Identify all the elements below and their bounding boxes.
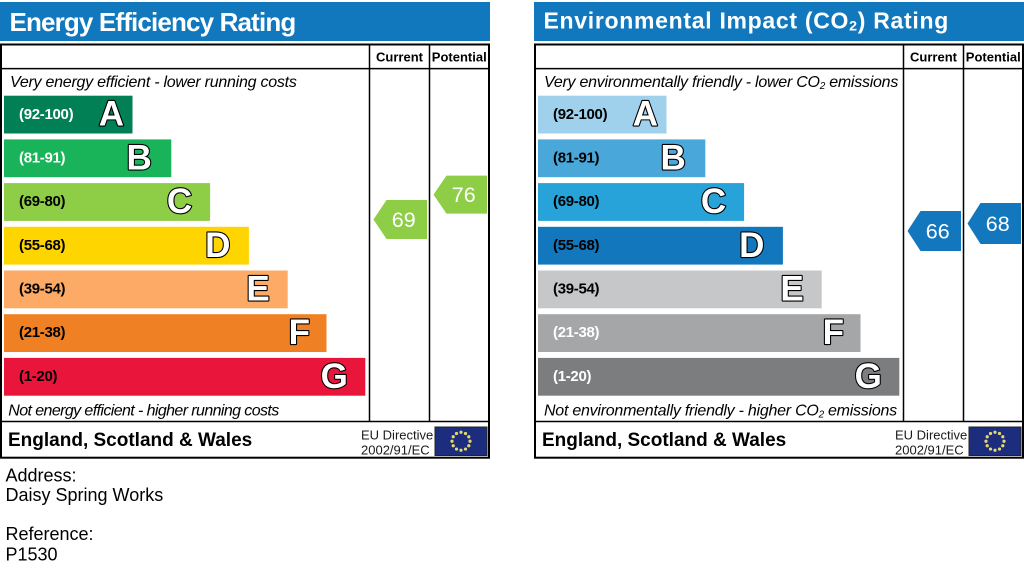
svg-text:68: 68 bbox=[986, 212, 1010, 236]
svg-text:Current: Current bbox=[910, 50, 958, 65]
svg-text:66: 66 bbox=[926, 220, 950, 244]
svg-text:(1-20): (1-20) bbox=[19, 368, 58, 385]
svg-text:B: B bbox=[127, 138, 152, 177]
svg-text:F: F bbox=[823, 313, 844, 352]
svg-text:(69-80): (69-80) bbox=[19, 193, 66, 210]
svg-text:England, Scotland & Wales: England, Scotland & Wales bbox=[542, 430, 786, 451]
svg-text:E: E bbox=[780, 270, 803, 309]
svg-text:A: A bbox=[633, 95, 658, 134]
svg-text:D: D bbox=[739, 226, 764, 265]
svg-text:Reference:: Reference: bbox=[6, 524, 94, 544]
svg-text:B: B bbox=[661, 138, 686, 177]
svg-text:Not energy efficient - higher: Not energy efficient - higher running co… bbox=[8, 403, 279, 420]
svg-text:G: G bbox=[855, 357, 882, 396]
svg-text:England, Scotland & Wales: England, Scotland & Wales bbox=[8, 430, 252, 451]
svg-text:Very environmentally friendly: Very environmentally friendly - lower CO… bbox=[544, 74, 898, 92]
svg-text:Daisy Spring Works: Daisy Spring Works bbox=[6, 485, 164, 505]
svg-text:EU Directive: EU Directive bbox=[361, 428, 433, 443]
svg-text:76: 76 bbox=[452, 183, 476, 207]
svg-text:69: 69 bbox=[392, 208, 416, 232]
svg-text:2002/91/EC: 2002/91/EC bbox=[895, 443, 964, 458]
svg-text:C: C bbox=[701, 182, 726, 221]
svg-text:D: D bbox=[205, 226, 230, 265]
svg-text:A: A bbox=[99, 95, 124, 134]
svg-text:Environmental Impact (CO2) Rat: Environmental Impact (CO2) Rating bbox=[544, 8, 949, 35]
svg-text:(55-68): (55-68) bbox=[553, 237, 600, 254]
svg-text:G: G bbox=[321, 357, 348, 396]
svg-text:Energy Efficiency Rating: Energy Efficiency Rating bbox=[10, 7, 296, 37]
svg-text:Current: Current bbox=[376, 50, 424, 65]
svg-text:Potential: Potential bbox=[432, 50, 487, 65]
svg-text:C: C bbox=[167, 182, 192, 221]
svg-text:Address:: Address: bbox=[6, 466, 77, 486]
svg-text:(1-20): (1-20) bbox=[553, 368, 592, 385]
svg-text:(39-54): (39-54) bbox=[553, 281, 600, 298]
svg-text:F: F bbox=[289, 313, 310, 352]
svg-text:P1530: P1530 bbox=[6, 545, 58, 565]
svg-text:(55-68): (55-68) bbox=[19, 237, 66, 254]
svg-text:2002/91/EC: 2002/91/EC bbox=[361, 443, 430, 458]
svg-text:(92-100): (92-100) bbox=[19, 106, 74, 123]
svg-text:Not environmentally friendly -: Not environmentally friendly - higher CO… bbox=[544, 403, 897, 421]
svg-text:EU Directive: EU Directive bbox=[895, 428, 967, 443]
svg-text:E: E bbox=[246, 270, 269, 309]
svg-text:(39-54): (39-54) bbox=[19, 281, 66, 298]
svg-text:(81-91): (81-91) bbox=[553, 150, 600, 167]
svg-text:Very energy efficient - lower: Very energy efficient - lower running co… bbox=[10, 74, 297, 91]
svg-text:(69-80): (69-80) bbox=[553, 193, 600, 210]
svg-text:(81-91): (81-91) bbox=[19, 150, 66, 167]
svg-text:Potential: Potential bbox=[966, 50, 1021, 65]
svg-text:(21-38): (21-38) bbox=[19, 324, 66, 341]
svg-text:(92-100): (92-100) bbox=[553, 106, 608, 123]
svg-text:(21-38): (21-38) bbox=[553, 324, 600, 341]
